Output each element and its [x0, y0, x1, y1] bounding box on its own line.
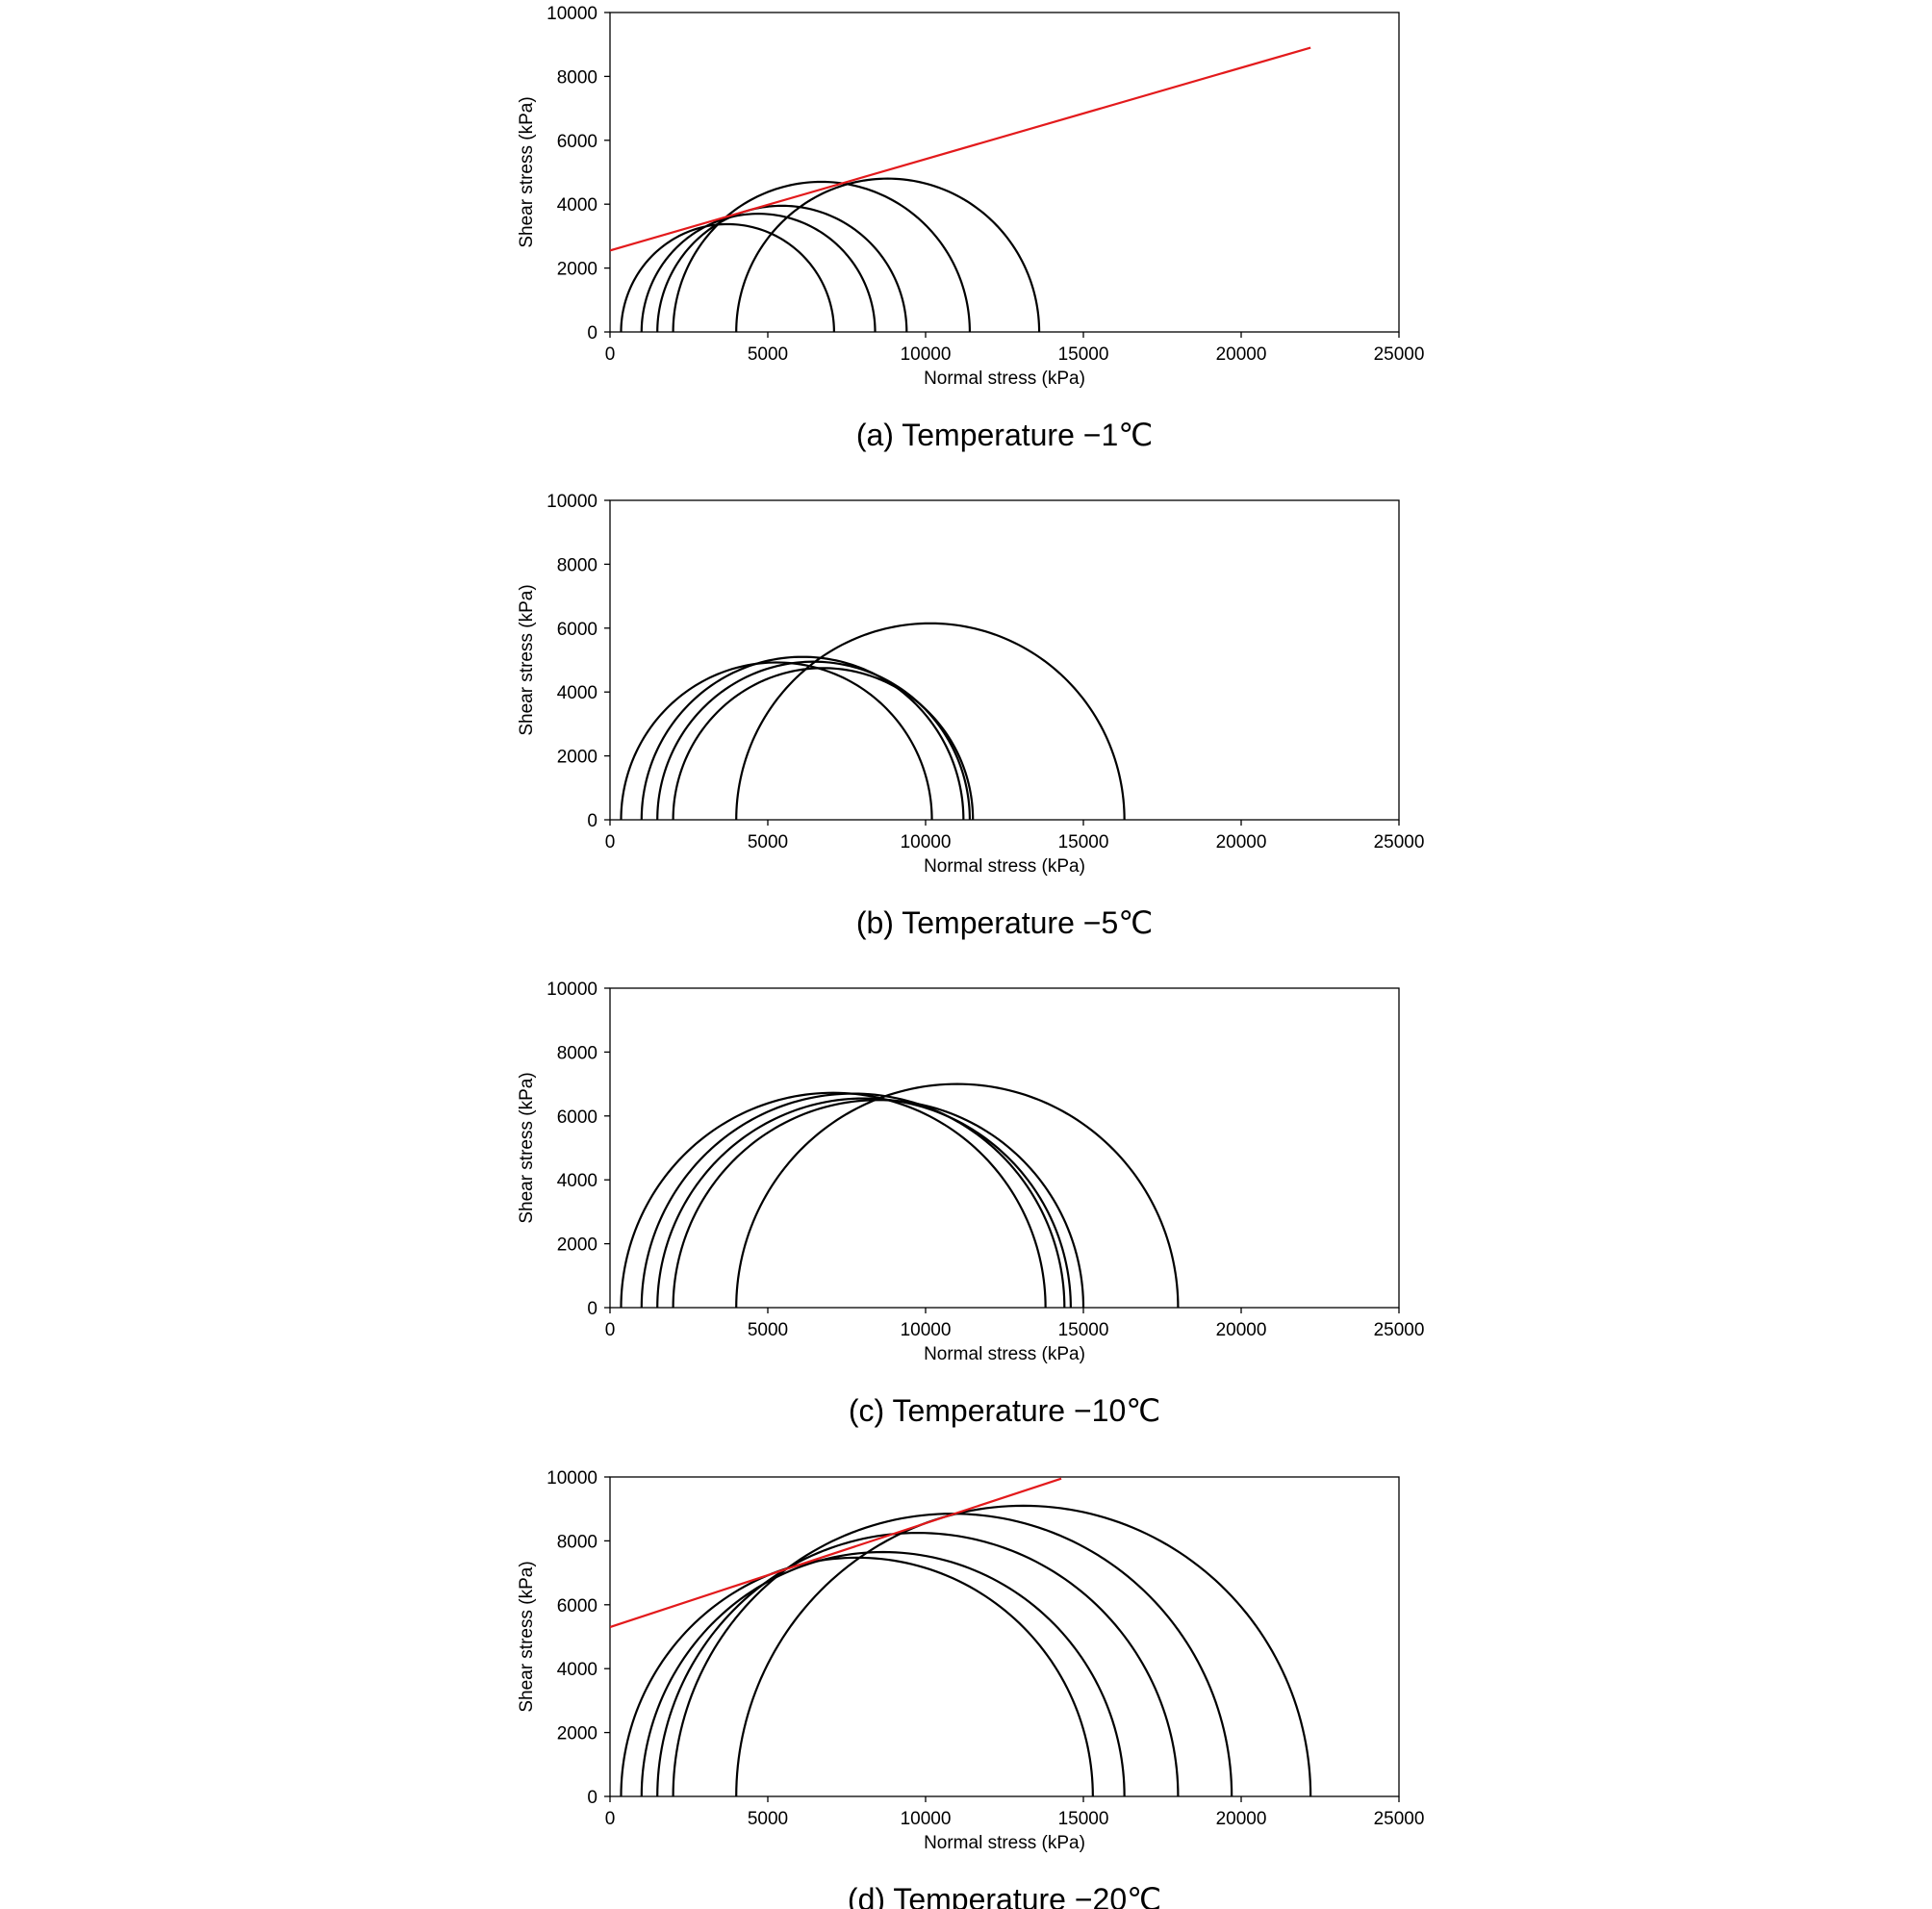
- x-tick-label: 10000: [901, 832, 952, 853]
- mohr-circle-5: [735, 1504, 1312, 1796]
- y-tick-label: 4000: [557, 683, 597, 703]
- y-tick-label: 0: [587, 1788, 597, 1808]
- x-tick-label: 5000: [748, 344, 788, 365]
- mohr-circle-3: [656, 1097, 1072, 1308]
- y-tick-label: 4000: [557, 195, 597, 216]
- mohr-circle-1: [620, 222, 835, 332]
- x-tick-label: 5000: [748, 832, 788, 853]
- x-axis-title: Normal stress (kPa): [924, 1833, 1085, 1853]
- y-tick-label: 2000: [557, 1235, 597, 1256]
- panel-caption: (c) Temperature −10℃: [849, 1393, 1160, 1428]
- chart-panel-1: 0 5000 10000 15000 20000 25000 0 2000 4000 6000 80…: [517, 4, 1424, 452]
- y-tick-label: 6000: [557, 620, 597, 640]
- mohr-circle-3: [656, 660, 972, 820]
- x-tick-label: 15000: [1058, 1320, 1109, 1340]
- x-tick-label: 0: [605, 1809, 616, 1829]
- x-tick-label: 0: [605, 344, 616, 365]
- x-tick-label: 0: [605, 832, 616, 853]
- y-tick-label: 2000: [557, 748, 597, 768]
- x-tick-label: 25000: [1374, 832, 1425, 853]
- x-axis-title: Normal stress (kPa): [924, 369, 1085, 389]
- y-tick-label: 2000: [557, 260, 597, 280]
- chart-panel-2: 0 5000 10000 15000 20000 25000 0 2000 4000 6000 80…: [517, 492, 1424, 940]
- failure-envelope-line: [610, 1477, 1062, 1629]
- mohr-circle-2: [640, 213, 877, 332]
- y-tick-label: 6000: [557, 1107, 597, 1128]
- failure-envelope-line: [610, 46, 1311, 252]
- x-tick-label: 20000: [1216, 1320, 1267, 1340]
- x-tick-label: 15000: [1058, 832, 1109, 853]
- x-tick-label: 10000: [901, 344, 952, 365]
- y-tick-label: 4000: [557, 1171, 597, 1191]
- x-tick-label: 20000: [1216, 344, 1267, 365]
- y-tick-label: 10000: [547, 4, 597, 24]
- plot-frame: [609, 12, 1400, 333]
- y-axis-title: Shear stress (kPa): [517, 1561, 537, 1712]
- mohr-circle-1: [620, 1556, 1094, 1796]
- x-tick-label: 20000: [1216, 1809, 1267, 1829]
- mohr-circle-1: [620, 661, 933, 820]
- mohr-circle-5: [735, 1082, 1180, 1308]
- plot-frame: [609, 499, 1400, 821]
- x-tick-label: 25000: [1374, 1320, 1425, 1340]
- y-tick-label: 4000: [557, 1660, 597, 1680]
- y-tick-label: 8000: [557, 1532, 597, 1552]
- y-axis-title: Shear stress (kPa): [517, 1072, 537, 1223]
- mohr-circle-3: [656, 1531, 1180, 1796]
- y-tick-label: 6000: [557, 1596, 597, 1616]
- mohr-circle-3: [656, 204, 908, 332]
- x-tick-label: 25000: [1374, 1809, 1425, 1829]
- panel-caption: (b) Temperature −5℃: [856, 905, 1153, 940]
- y-tick-label: 10000: [547, 980, 597, 1000]
- y-tick-label: 0: [587, 323, 597, 344]
- mohr-circle-4: [672, 1513, 1233, 1796]
- y-tick-label: 0: [587, 1299, 597, 1319]
- x-axis-title: Normal stress (kPa): [924, 1344, 1085, 1364]
- plot-frame: [609, 987, 1400, 1309]
- y-tick-label: 8000: [557, 555, 597, 575]
- y-axis-title: Shear stress (kPa): [517, 96, 537, 247]
- panel-caption: (a) Temperature −1℃: [856, 418, 1153, 452]
- x-tick-label: 15000: [1058, 1809, 1109, 1829]
- mohr-circle-2: [640, 1550, 1126, 1796]
- x-tick-label: 20000: [1216, 832, 1267, 853]
- chart-panel-3: 0 5000 10000 15000 20000 25000 0 2000 4000 6000 80…: [517, 980, 1424, 1428]
- plot-frame: [609, 1476, 1400, 1797]
- x-axis-title: Normal stress (kPa): [924, 856, 1085, 877]
- x-tick-label: 25000: [1374, 344, 1425, 365]
- x-tick-label: 15000: [1058, 344, 1109, 365]
- chart-panel-4: 0 5000 10000 15000 20000 25000 0 2000 4000 6000 80…: [517, 1468, 1424, 1909]
- x-tick-label: 5000: [748, 1809, 788, 1829]
- y-tick-label: 10000: [547, 1468, 597, 1489]
- mohr-circle-4: [672, 1099, 1085, 1308]
- x-tick-label: 10000: [901, 1809, 952, 1829]
- y-tick-label: 10000: [547, 492, 597, 512]
- mohr-circle-4: [672, 667, 975, 820]
- mohr-circle-2: [640, 1092, 1066, 1308]
- y-tick-label: 2000: [557, 1724, 597, 1744]
- mohr-circle-1: [620, 1091, 1047, 1308]
- mohr-circle-2: [640, 655, 965, 820]
- y-tick-label: 0: [587, 811, 597, 831]
- y-axis-title: Shear stress (kPa): [517, 584, 537, 735]
- y-tick-label: 6000: [557, 132, 597, 152]
- mohr-circle-5: [735, 622, 1126, 820]
- x-tick-label: 0: [605, 1320, 616, 1340]
- x-tick-label: 10000: [901, 1320, 952, 1340]
- x-tick-label: 5000: [748, 1320, 788, 1340]
- mohr-circle-5: [735, 177, 1041, 332]
- mohr-circle-4: [672, 180, 972, 332]
- y-tick-label: 8000: [557, 67, 597, 88]
- panel-caption: (d) Temperature −20℃: [848, 1882, 1161, 1909]
- y-tick-label: 8000: [557, 1043, 597, 1063]
